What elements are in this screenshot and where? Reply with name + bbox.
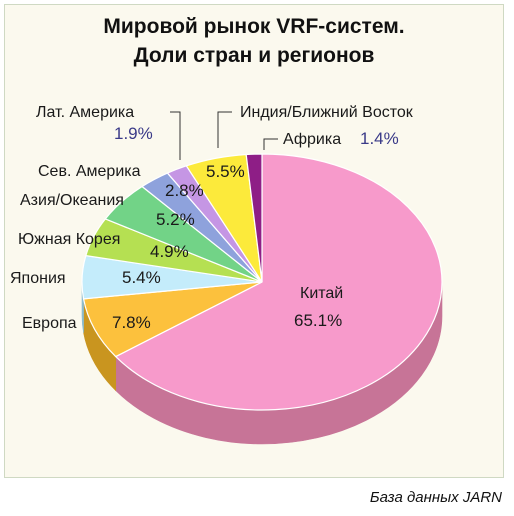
slice-label-0: Китай: [300, 285, 343, 302]
slice-value-label-1: 7.8%: [112, 313, 151, 332]
slice-label-8: Африка: [283, 131, 341, 148]
pie-top-layer: [81, 153, 443, 411]
slice-label-4: Азия/Океания: [20, 192, 124, 209]
slice-value-label-5: 2.8%: [165, 181, 204, 200]
pie-slice-0: [114, 153, 443, 411]
slice-label-1: Европа: [22, 315, 77, 332]
slice-label-2: Япония: [10, 270, 66, 287]
slice-label-5: Сев. Америка: [38, 163, 141, 180]
leader-india-middle-east: [217, 111, 232, 148]
slice-label-6: Лат. Америка: [36, 104, 134, 121]
leader-lat-america: [170, 111, 181, 160]
slice-value-label-0: 65.1%: [294, 311, 342, 330]
slice-value-label-2: 5.4%: [122, 268, 161, 287]
slice-value-label-4: 5.2%: [156, 210, 195, 229]
chart-title: Мировой рынок VRF-систем. Доли стран и р…: [103, 15, 405, 67]
slice-value-label-3: 4.9%: [150, 242, 189, 261]
slice-value-label-6: 1.9%: [114, 124, 153, 143]
source-note: База данных JARN: [369, 489, 502, 506]
leader-africa: [263, 138, 278, 150]
pie-labels: Китай 65.1% Европа 7.8% Япония 5.4% Южная Коре…: [10, 104, 414, 332]
slice-value-label-7: 5.5%: [206, 162, 245, 181]
slice-label-3: Южная Корея: [18, 231, 120, 248]
slice-value-label-8: 1.4%: [360, 129, 399, 148]
slice-label-7: Индия/Ближний Восток: [240, 104, 414, 121]
pie-slice-8: [245, 153, 263, 283]
